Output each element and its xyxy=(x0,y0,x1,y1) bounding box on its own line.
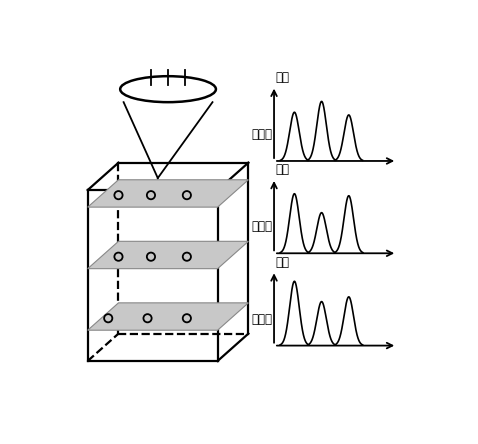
Text: 能量: 能量 xyxy=(276,256,290,269)
Text: 能量: 能量 xyxy=(276,163,290,176)
Text: 第二层: 第二层 xyxy=(251,221,272,234)
Polygon shape xyxy=(217,163,249,361)
Polygon shape xyxy=(87,163,249,190)
Text: 第一层: 第一层 xyxy=(251,128,272,141)
Polygon shape xyxy=(87,303,249,330)
Text: 能量: 能量 xyxy=(276,71,290,84)
Text: 第三层: 第三层 xyxy=(251,313,272,326)
Polygon shape xyxy=(87,180,249,207)
Polygon shape xyxy=(87,190,217,361)
Polygon shape xyxy=(87,242,249,269)
